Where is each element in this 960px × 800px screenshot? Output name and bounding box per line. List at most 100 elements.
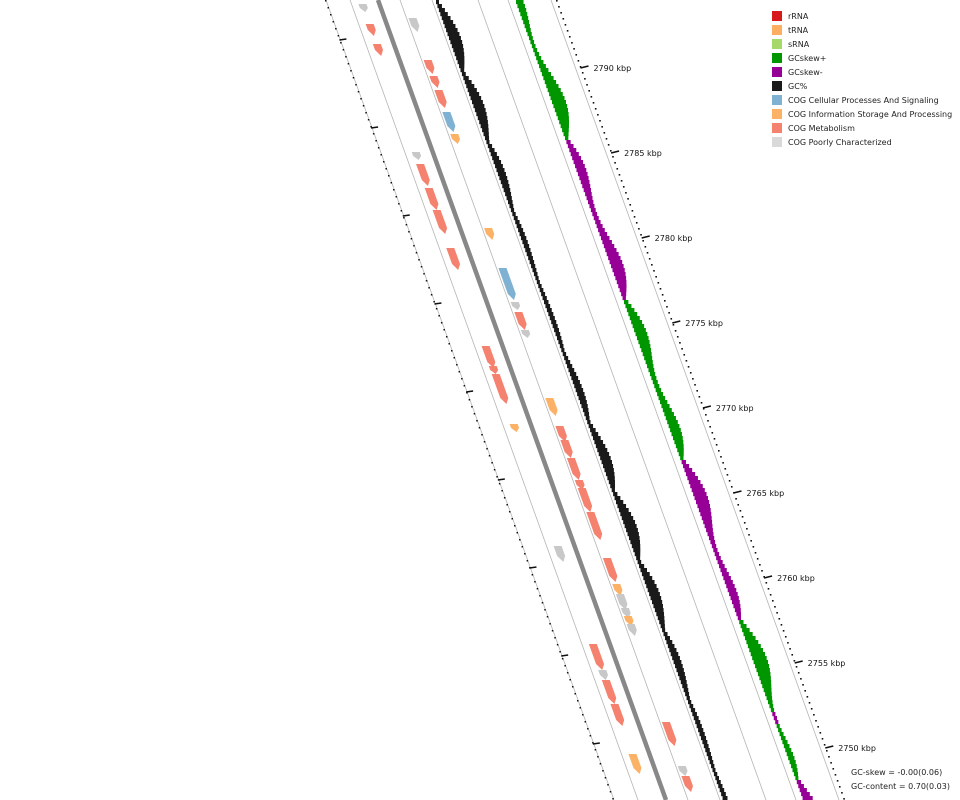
gc-bar <box>571 376 579 381</box>
skew-positive-bar <box>533 48 538 53</box>
ruler-dot <box>584 78 586 80</box>
inner-ruler-dot <box>340 42 342 44</box>
gc-bar <box>528 256 533 261</box>
skew-positive-bar <box>678 452 684 457</box>
skew-positive-bar <box>651 376 657 381</box>
skew-negative-bar <box>609 260 623 265</box>
gc-bar <box>487 144 493 149</box>
ruler-dot <box>715 444 718 446</box>
gc-bar <box>556 336 562 341</box>
gc-bar <box>446 28 458 33</box>
skew-negative-bar <box>704 524 713 529</box>
ruler-dot <box>586 84 588 86</box>
ruler-dot <box>618 174 621 176</box>
ruler-dot <box>556 0 558 2</box>
gc-bar <box>552 324 558 329</box>
inner-ruler-dot <box>428 287 430 289</box>
legend-label: COG Information Storage And Processing <box>788 109 953 119</box>
gc-bar <box>505 192 512 197</box>
inner-ruler-dot <box>418 259 420 261</box>
inner-ruler-dot <box>486 448 488 450</box>
ruler-dot <box>605 138 608 140</box>
gc-bar <box>503 188 511 193</box>
ruler-dot <box>696 390 698 392</box>
skew-negative-bar <box>713 548 718 553</box>
skew-negative-bar <box>590 208 596 213</box>
gc-bar <box>544 300 549 305</box>
ruler-dot <box>841 792 843 794</box>
gc-bar <box>643 576 653 581</box>
skew-positive-bar <box>677 448 684 453</box>
skew-positive-bar <box>657 392 664 397</box>
ruler-dot <box>819 732 822 734</box>
ruler-major-tick <box>733 490 742 494</box>
skew-negative-bar <box>701 516 712 521</box>
skew-positive-bar <box>664 412 674 417</box>
gc-bar <box>708 756 713 761</box>
skew-positive-bar <box>658 396 666 401</box>
gc-bar <box>680 680 687 685</box>
skew-negative-bar <box>700 512 712 517</box>
gc-bar <box>649 592 660 597</box>
skew-positive-bar <box>552 100 566 105</box>
skew-negative-bar <box>576 168 587 173</box>
legend-swatch <box>772 81 782 91</box>
inner-ruler-dot <box>403 217 405 219</box>
gc-bar <box>633 548 641 553</box>
skew-positive-bar <box>672 436 683 441</box>
gc-bar <box>624 524 637 529</box>
ruler-dot <box>668 312 670 314</box>
inner-ruler-dot <box>559 651 561 653</box>
track-line <box>349 0 639 800</box>
inner-ruler-dot <box>330 14 332 16</box>
gc-bar <box>477 116 488 121</box>
ruler-dot <box>774 606 776 608</box>
ruler-dot <box>571 42 573 44</box>
gc-bar <box>454 52 465 57</box>
gc-bar <box>438 8 445 13</box>
skew-positive-bar <box>518 8 527 13</box>
skew-positive-bar <box>793 772 799 777</box>
gc-bar <box>595 444 606 449</box>
ruler-dot <box>776 612 778 614</box>
ruler-dot <box>648 258 651 260</box>
skew-positive-bar <box>557 116 569 121</box>
gc-bar <box>660 624 665 629</box>
gene-arrow <box>681 776 693 792</box>
inner-ruler-dot <box>587 728 589 730</box>
inner-ruler-dot <box>503 497 506 499</box>
inner-ruler-dot <box>488 455 491 457</box>
gene-arrow <box>514 312 527 330</box>
skew-negative-bar <box>775 720 779 725</box>
gc-bar <box>522 240 528 245</box>
ruler-dot <box>705 414 707 416</box>
ruler-dot <box>832 768 835 770</box>
skew-negative-bar <box>691 488 705 493</box>
gc-bar <box>693 716 699 721</box>
gc-bar <box>662 628 666 633</box>
inner-ruler-dot <box>345 56 347 58</box>
gc-bar <box>722 796 728 800</box>
gc-bar <box>466 84 475 89</box>
gc-bar <box>703 744 709 749</box>
inner-ruler-tick <box>529 566 537 569</box>
gc-bar <box>476 112 487 117</box>
inner-ruler-tick <box>434 302 442 305</box>
gc-bar <box>620 512 632 517</box>
skew-negative-bar <box>719 564 725 569</box>
ruler-dot <box>821 738 824 740</box>
inner-ruler-dot <box>471 406 473 408</box>
gc-skew-track <box>516 0 813 800</box>
skew-negative-bar <box>573 160 584 165</box>
inner-ruler-dot <box>534 581 536 583</box>
inner-ruler-dot <box>408 231 410 233</box>
gc-bar <box>656 612 665 617</box>
inner-ruler-dot <box>350 70 352 72</box>
skew-positive-bar <box>634 328 646 333</box>
skew-positive-bar <box>560 124 569 129</box>
ruler-dot <box>573 48 575 50</box>
gc-bar <box>618 508 629 513</box>
gc-bar <box>626 528 638 533</box>
ruler-dot <box>763 576 765 578</box>
ruler-dot <box>713 438 716 440</box>
